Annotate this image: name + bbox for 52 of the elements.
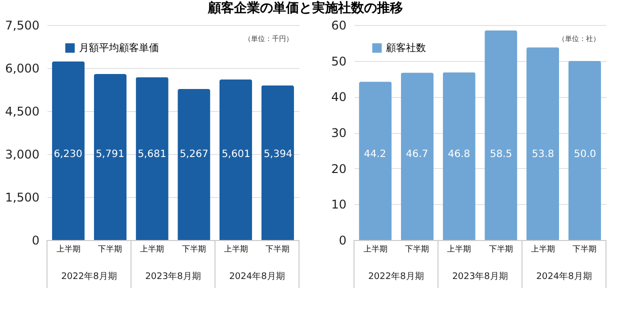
y-tick-label: 7,500 bbox=[5, 18, 40, 32]
text: 58.5 bbox=[490, 149, 512, 160]
bar bbox=[526, 47, 560, 240]
text: 50.0 bbox=[574, 149, 596, 160]
bar bbox=[484, 30, 518, 240]
text: 5,394 bbox=[264, 149, 292, 160]
text: 2023年8月期 bbox=[452, 271, 508, 282]
bar bbox=[400, 72, 434, 240]
text: 5,791 bbox=[96, 149, 124, 160]
bar bbox=[442, 72, 476, 240]
text: 2023年8月期 bbox=[145, 271, 201, 282]
text: 53.8 bbox=[532, 149, 554, 160]
y-tick-label: 10 bbox=[331, 198, 346, 212]
legend-label: 顧客社数 bbox=[386, 42, 426, 54]
text: 6,230 bbox=[54, 149, 82, 160]
x-tick-label: 上半期 bbox=[530, 244, 555, 254]
text: 2022年8月期 bbox=[61, 271, 117, 282]
y-tick-label: 0 bbox=[32, 234, 40, 248]
y-tick-label: 6,000 bbox=[5, 62, 40, 76]
x-tick-label: 下半期 bbox=[572, 244, 597, 254]
text: 2022年8月期 bbox=[368, 271, 424, 282]
x-tick-label: 下半期 bbox=[488, 244, 513, 254]
y-tick-label: 1,500 bbox=[5, 190, 40, 204]
y-tick-label: 0 bbox=[338, 234, 346, 248]
text: 46.8 bbox=[448, 149, 470, 160]
y-tick-label: 60 bbox=[331, 18, 346, 32]
bar bbox=[359, 82, 392, 240]
x-tick-label: 下半期 bbox=[182, 244, 206, 254]
x-tick-label: 上半期 bbox=[140, 244, 164, 254]
x-tick-label: 上半期 bbox=[447, 244, 472, 254]
x-tick-label: 下半期 bbox=[266, 244, 290, 254]
x-tick-label: 下半期 bbox=[98, 244, 122, 254]
x-tick-label: 上半期 bbox=[224, 244, 248, 254]
y-tick-label: 4,500 bbox=[5, 104, 40, 118]
text: 2024年8月期 bbox=[536, 271, 592, 282]
bar bbox=[568, 60, 601, 240]
text: 2024年8月期 bbox=[229, 271, 285, 282]
x-tick-label: 下半期 bbox=[405, 244, 430, 254]
y-tick-label: 20 bbox=[331, 162, 346, 176]
text: 5,681 bbox=[138, 149, 166, 160]
legend-label: 月額平均顧客単価 bbox=[79, 42, 159, 54]
text: 44.2 bbox=[364, 149, 386, 160]
y-tick-label: 30 bbox=[331, 126, 346, 140]
y-tick-label: 40 bbox=[331, 90, 346, 104]
x-tick-label: 上半期 bbox=[363, 244, 388, 254]
y-tick-label: 50 bbox=[331, 54, 346, 68]
text: 5,601 bbox=[222, 149, 250, 160]
chart-title: 顧客企業の単価と実施社数の推移 bbox=[207, 0, 404, 16]
text: 46.7 bbox=[406, 149, 428, 160]
text: 5,267 bbox=[180, 149, 208, 160]
y-tick-label: 3,000 bbox=[5, 148, 40, 162]
x-tick-label: 上半期 bbox=[56, 244, 80, 254]
